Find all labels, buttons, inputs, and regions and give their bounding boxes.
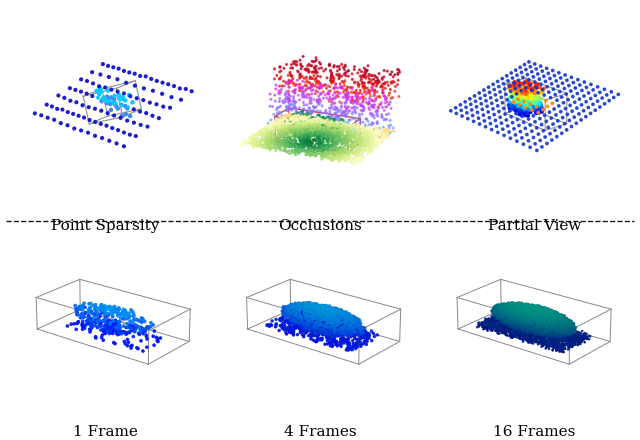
Text: 4 Frames: 4 Frames [284,425,356,440]
Text: Point Sparsity: Point Sparsity [51,219,160,233]
Text: Occlusions: Occlusions [278,219,362,233]
Text: 16 Frames: 16 Frames [493,425,575,440]
Text: Partial View: Partial View [488,219,581,233]
Text: 1 Frame: 1 Frame [73,425,138,440]
